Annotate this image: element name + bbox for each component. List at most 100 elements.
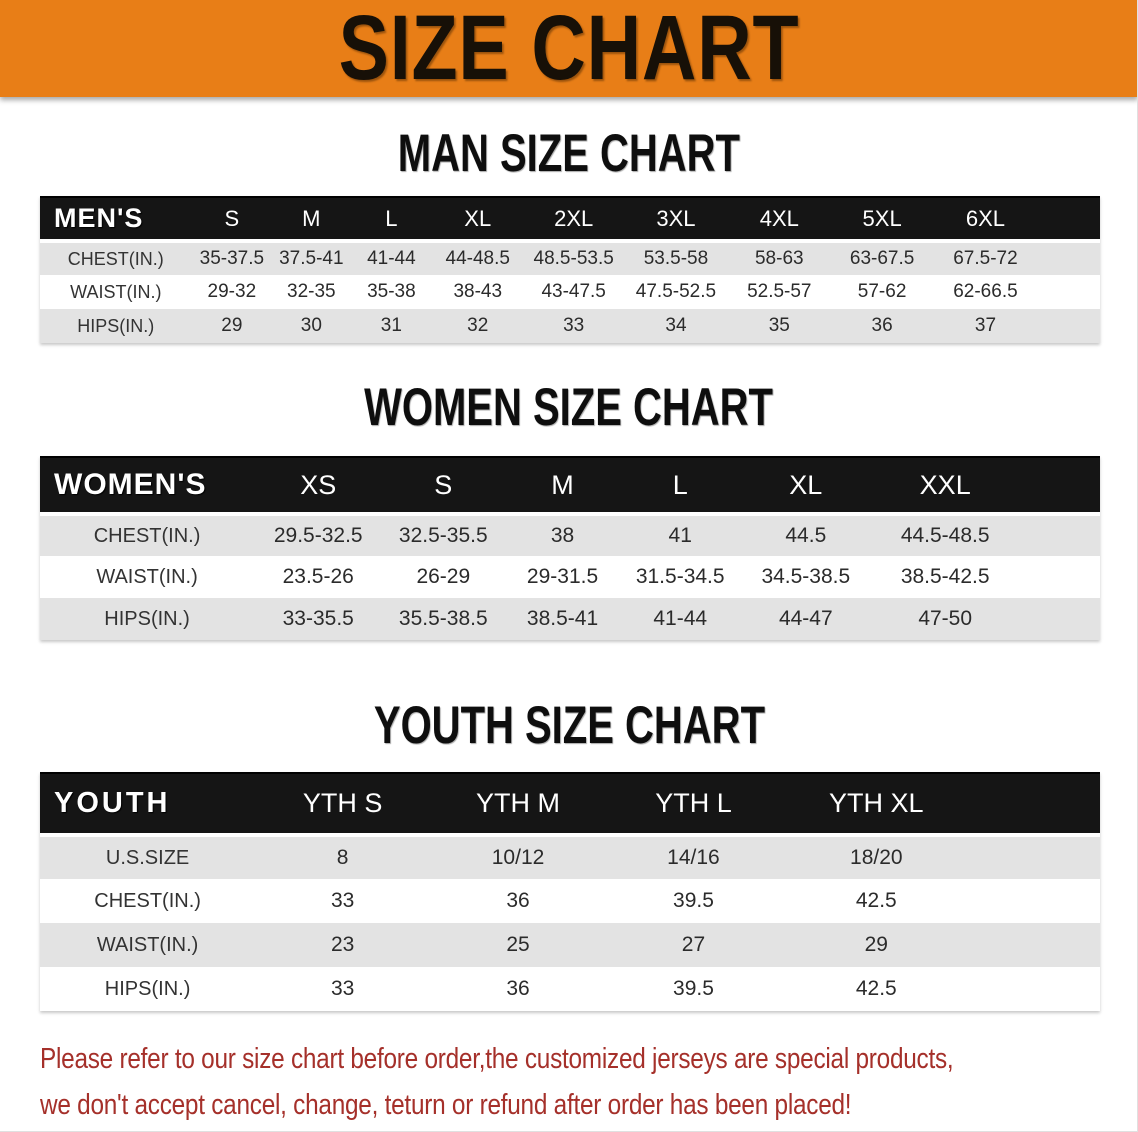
row-label: HIPS(IN.) xyxy=(40,598,255,640)
filler-cell xyxy=(1018,556,1100,598)
value-cell: 29 xyxy=(191,309,273,343)
women-size-header: L xyxy=(620,456,740,514)
men-size-header: M xyxy=(272,196,351,241)
row-label: CHEST(IN.) xyxy=(40,239,192,275)
youth-size-header: YTH L xyxy=(606,772,781,835)
value-cell: 33-35.5 xyxy=(254,598,383,640)
men-waist-row: WAIST(IN.) 29-32 32-35 35-38 38-43 43-47… xyxy=(40,275,1100,309)
filler-cell xyxy=(1018,598,1100,640)
value-cell: 38-43 xyxy=(432,275,524,309)
youth-header-row: YOUTH YTH S YTH M YTH L YTH XL xyxy=(40,772,1100,835)
value-cell: 39.5 xyxy=(606,967,781,1011)
value-cell: 26-29 xyxy=(382,556,505,598)
youth-size-header: YTH XL xyxy=(780,772,972,835)
filler-cell xyxy=(1018,512,1100,556)
value-cell: 38.5-42.5 xyxy=(872,556,1019,598)
filler-cell xyxy=(1037,275,1100,309)
value-cell: 48.5-53.5 xyxy=(523,239,625,275)
value-cell: 41-44 xyxy=(620,598,740,640)
value-cell: 23.5-26 xyxy=(254,556,383,598)
value-cell: 10/12 xyxy=(430,833,607,879)
value-cell: 31.5-34.5 xyxy=(620,556,740,598)
value-cell: 32-35 xyxy=(272,275,351,309)
value-cell: 41 xyxy=(620,512,740,556)
youth-waist-row: WAIST(IN.) 23 25 27 29 xyxy=(40,923,1100,967)
value-cell: 29.5-32.5 xyxy=(254,512,383,556)
men-size-table: MEN'S S M L XL 2XL 3XL 4XL 5XL 6XL CHEST… xyxy=(40,196,1100,343)
banner: SIZE CHART xyxy=(0,0,1137,99)
value-cell: 47.5-52.5 xyxy=(624,275,728,309)
men-size-header: 4XL xyxy=(727,196,831,241)
value-cell: 8 xyxy=(255,833,431,879)
value-cell: 43-47.5 xyxy=(523,275,625,309)
filler-cell xyxy=(971,879,1100,923)
value-cell: 42.5 xyxy=(780,967,972,1011)
value-cell: 67.5-72 xyxy=(933,239,1038,275)
youth-size-header: YTH S xyxy=(255,772,431,835)
row-label: CHEST(IN.) xyxy=(40,512,255,556)
value-cell: 38.5-41 xyxy=(504,598,621,640)
women-table-label: WOMEN'S xyxy=(40,456,255,514)
filler-cell xyxy=(1037,309,1100,343)
women-size-header: XS xyxy=(254,456,383,514)
value-cell: 36 xyxy=(430,879,607,923)
value-cell: 35 xyxy=(727,309,831,343)
value-cell: 38 xyxy=(504,512,621,556)
value-cell: 35-38 xyxy=(350,275,433,309)
value-cell: 35.5-38.5 xyxy=(382,598,505,640)
women-size-header: XXL xyxy=(872,456,1019,514)
value-cell: 58-63 xyxy=(727,239,831,275)
disclaimer-line-2: we don't accept cancel, change, teturn o… xyxy=(40,1089,852,1121)
value-cell: 41-44 xyxy=(350,239,433,275)
value-cell: 44-48.5 xyxy=(432,239,524,275)
value-cell: 14/16 xyxy=(606,833,781,879)
men-size-header: 3XL xyxy=(624,196,728,241)
filler-cell xyxy=(1037,196,1100,241)
men-table-label: MEN'S xyxy=(40,196,192,241)
value-cell: 32.5-35.5 xyxy=(382,512,505,556)
youth-size-header: YTH M xyxy=(430,772,607,835)
men-size-header: 6XL xyxy=(933,196,1038,241)
men-size-header: S xyxy=(191,196,273,241)
filler-cell xyxy=(971,967,1100,1011)
value-cell: 36 xyxy=(430,967,607,1011)
value-cell: 62-66.5 xyxy=(933,275,1038,309)
youth-ussize-row: U.S.SIZE 8 10/12 14/16 18/20 xyxy=(40,833,1100,879)
value-cell: 34.5-38.5 xyxy=(739,556,873,598)
filler-cell xyxy=(971,833,1100,879)
value-cell: 33 xyxy=(255,967,431,1011)
women-waist-row: WAIST(IN.) 23.5-26 26-29 29-31.5 31.5-34… xyxy=(40,556,1100,598)
women-size-header: M xyxy=(504,456,621,514)
value-cell: 25 xyxy=(430,923,607,967)
men-chest-row: CHEST(IN.) 35-37.5 37.5-41 41-44 44-48.5… xyxy=(40,239,1100,275)
value-cell: 23 xyxy=(255,923,431,967)
row-label: U.S.SIZE xyxy=(40,833,256,879)
filler-cell xyxy=(971,923,1100,967)
value-cell: 29-31.5 xyxy=(504,556,621,598)
value-cell: 37 xyxy=(933,309,1038,343)
row-label: CHEST(IN.) xyxy=(40,879,256,923)
women-section-title: WOMEN SIZE CHART xyxy=(364,377,774,437)
value-cell: 37.5-41 xyxy=(272,239,351,275)
value-cell: 44.5-48.5 xyxy=(872,512,1019,556)
value-cell: 53.5-58 xyxy=(624,239,728,275)
men-header-row: MEN'S S M L XL 2XL 3XL 4XL 5XL 6XL xyxy=(40,196,1100,241)
row-label: HIPS(IN.) xyxy=(40,309,192,343)
women-hips-row: HIPS(IN.) 33-35.5 35.5-38.5 38.5-41 41-4… xyxy=(40,598,1100,640)
filler-cell xyxy=(1018,456,1100,514)
value-cell: 34 xyxy=(624,309,728,343)
youth-size-table: YOUTH YTH S YTH M YTH L YTH XL U.S.SIZE … xyxy=(40,772,1100,1011)
men-size-header: L xyxy=(350,196,433,241)
youth-hips-row: HIPS(IN.) 33 36 39.5 42.5 xyxy=(40,967,1100,1011)
value-cell: 27 xyxy=(606,923,781,967)
men-size-header: 5XL xyxy=(830,196,934,241)
banner-title: SIZE CHART xyxy=(338,0,800,99)
value-cell: 32 xyxy=(432,309,524,343)
value-cell: 33 xyxy=(523,309,625,343)
value-cell: 39.5 xyxy=(606,879,781,923)
youth-section-title: YOUTH SIZE CHART xyxy=(373,695,765,755)
women-header-row: WOMEN'S XS S M L XL XXL xyxy=(40,456,1100,514)
filler-cell xyxy=(971,772,1100,835)
value-cell: 52.5-57 xyxy=(727,275,831,309)
